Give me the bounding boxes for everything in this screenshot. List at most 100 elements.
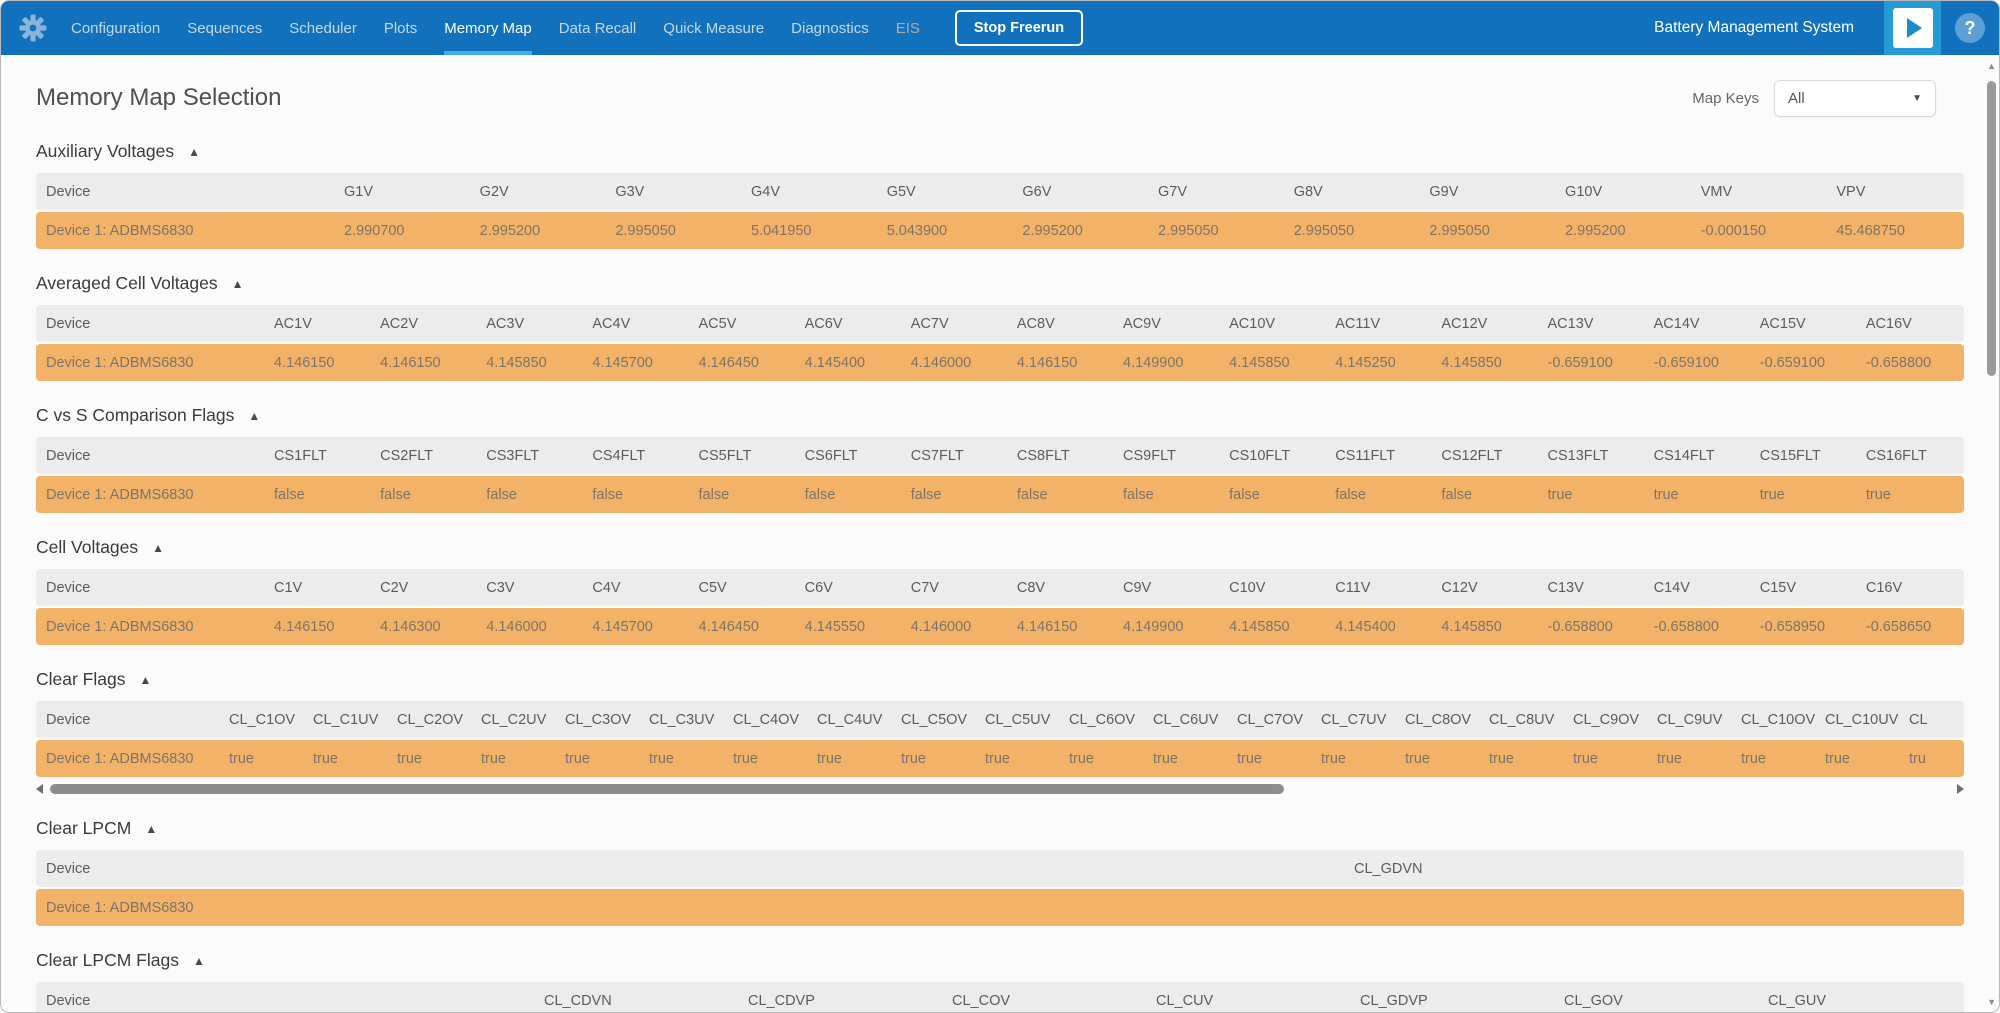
scroll-up-icon[interactable]: ▲ [1987,61,1996,71]
nav-menu: Configuration Sequences Scheduler Plots Memo… [71,1,947,55]
value-cell: true [901,750,926,767]
collapse-triangle-icon[interactable]: ▲ [145,821,158,836]
value-cell: 2.995200 [1565,222,1626,239]
column-header-cl-gdvn: CL_GDVN [1354,860,1423,877]
value-cell: false [1123,486,1154,503]
gear-icon[interactable] [19,14,47,42]
nav-item-memory-map[interactable]: Memory Map [444,1,532,55]
value-cell: true [1865,486,1891,503]
value-cell: true [1547,486,1573,503]
table-row-device-1[interactable]: Device 1: ADBMS6830 false false false false f… [36,476,1964,513]
column-header-ac8v: AC8V [1016,315,1055,332]
help-icon[interactable]: ? [1955,13,1985,43]
vertical-scrollbar[interactable]: ▲ ▼ [1984,57,1998,1011]
column-header-cl-gov: CL_GOV [1564,992,1623,1009]
table-header-row: Device C1V C2V C3V C4V C5V C6V C7V C8V C9V C10V C11… [36,569,1964,606]
value-cell: true [397,750,422,767]
table-averaged-cell-voltages: Device AC1V AC2V AC3V AC4V AC5V AC6V AC7V AC8V AC… [36,305,1964,381]
collapse-triangle-icon[interactable]: ▲ [248,408,261,423]
nav-item-sequences[interactable]: Sequences [187,19,263,37]
table-header-row: Device CL_C1OV CL_C1UV CL_C2OV CL_C2UV CL_C3O… [36,701,1964,738]
section-header-clear-flags[interactable]: Clear Flags ▲ [36,669,1964,690]
map-keys-selected-value: All [1788,89,1805,107]
scroll-down-icon[interactable]: ▼ [1987,997,1996,1007]
page-header: Memory Map Selection Map Keys All ▼ [36,79,1964,117]
play-button[interactable] [1884,1,1941,55]
section-header-clear-lpcm-flags[interactable]: Clear LPCM Flags ▲ [36,950,1964,971]
value-cell: 4.145850 [1441,354,1502,371]
vertical-scrollbar-thumb[interactable] [1987,81,1996,376]
table-header-row: Device CS1FLT CS2FLT CS3FLT CS4FLT CS5FLT CS6F… [36,437,1964,474]
column-header-cs9flt: CS9FLT [1123,447,1176,464]
column-header-cl-c4uv: CL_C4UV [817,711,883,728]
value-cell: false [274,486,305,503]
nav-item-plots[interactable]: Plots [383,19,418,37]
value-cell: -0.658950 [1759,618,1826,635]
top-navbar: Configuration Sequences Scheduler Plots Memo… [1,1,1999,55]
value-cell: 4.145850 [1441,618,1502,635]
nav-item-eis[interactable]: EIS [895,19,920,37]
section-header-averaged-cell-voltages[interactable]: Averaged Cell Voltages ▲ [36,273,1964,294]
value-cell: 4.146300 [380,618,441,635]
nav-item-quick-measure[interactable]: Quick Measure [663,19,765,37]
nav-item-configuration[interactable]: Configuration [71,19,161,37]
column-header-ac14v: AC14V [1653,315,1700,332]
nav-item-diagnostics[interactable]: Diagnostics [791,19,869,37]
value-cell: false [1441,486,1473,503]
value-cell: -0.659100 [1547,354,1613,371]
table-row-device-1[interactable]: Device 1: ADBMS6830 [36,889,1964,926]
column-header-ac10v: AC10V [1229,315,1276,332]
column-header-cl-c2uv: CL_C2UV [481,711,547,728]
horizontal-scrollbar[interactable] [36,784,1964,794]
scroll-right-icon[interactable] [1957,784,1964,794]
horizontal-scrollbar-thumb[interactable] [50,784,1284,794]
table-row-device-1[interactable]: Device 1: ADBMS6830 2.990700 2.995200 2.995… [36,212,1964,249]
table-row-device-1[interactable]: Device 1: ADBMS6830 true true true true true t… [36,740,1964,777]
collapse-triangle-icon[interactable]: ▲ [188,144,201,159]
collapse-triangle-icon[interactable]: ▲ [139,672,152,687]
column-header-g3v: G3V [615,183,645,200]
nav-item-scheduler[interactable]: Scheduler [289,19,357,37]
table-row-device-1[interactable]: Device 1: ADBMS6830 4.146150 4.146300 4.146… [36,608,1964,645]
value-cell: 4.145850 [1229,618,1290,635]
column-header-cs1flt: CS1FLT [274,447,327,464]
value-cell: true [1573,750,1598,767]
value-cell: 2.995200 [479,222,541,239]
column-header-cl-c1uv: CL_C1UV [313,711,379,728]
value-cell: -0.658800 [1547,618,1613,635]
collapse-triangle-icon[interactable]: ▲ [152,540,165,555]
column-header-g7v: G7V [1158,183,1188,200]
column-header-cl-c10ov: CL_C10OV [1741,711,1816,728]
column-header-ac12v: AC12V [1441,315,1488,332]
column-header-cl-c3uv: CL_C3UV [649,711,715,728]
memory-map-sections: Auxiliary Voltages ▲ Device G1V G2V G3V G4V G5V… [36,141,1964,1012]
map-keys-dropdown[interactable]: All ▼ [1774,79,1936,117]
section-header-cell-voltages[interactable]: Cell Voltages ▲ [36,537,1964,558]
section-header-auxiliary-voltages[interactable]: Auxiliary Voltages ▲ [36,141,1964,162]
section-header-c-vs-s-comparison-flags[interactable]: C vs S Comparison Flags ▲ [36,405,1964,426]
navbar-right: Battery Management System ? [1654,1,1999,55]
value-cell: false [1016,486,1048,503]
value-cell: true [1405,750,1430,767]
column-header-c2v: C2V [380,579,409,596]
nav-item-data-recall[interactable]: Data Recall [558,19,637,37]
collapse-triangle-icon[interactable]: ▲ [231,276,244,291]
value-cell: true [1153,750,1178,767]
value-cell: 2.995050 [1429,222,1490,239]
stop-freerun-button[interactable]: Stop Freerun [954,10,1084,46]
column-header-c15v: C15V [1759,579,1797,596]
section-header-clear-lpcm[interactable]: Clear LPCM ▲ [36,818,1964,839]
collapse-triangle-icon[interactable]: ▲ [192,953,205,968]
column-header-cs12flt: CS12FLT [1441,447,1503,464]
column-header-cl-c7uv: CL_C7UV [1321,711,1387,728]
column-header-c5v: C5V [698,579,727,596]
scroll-left-icon[interactable] [36,784,43,794]
column-header-cl-c8uv: CL_C8UV [1489,711,1555,728]
column-header-device: Device [46,992,91,1009]
table-row-device-1[interactable]: Device 1: ADBMS6830 4.146150 4.146150 4.145… [36,344,1964,381]
value-cell: 4.149900 [1123,618,1184,635]
section-title: Averaged Cell Voltages [36,273,218,293]
column-header-cl-c9ov: CL_C9OV [1573,711,1640,728]
column-header-ac13v: AC13V [1547,315,1594,332]
